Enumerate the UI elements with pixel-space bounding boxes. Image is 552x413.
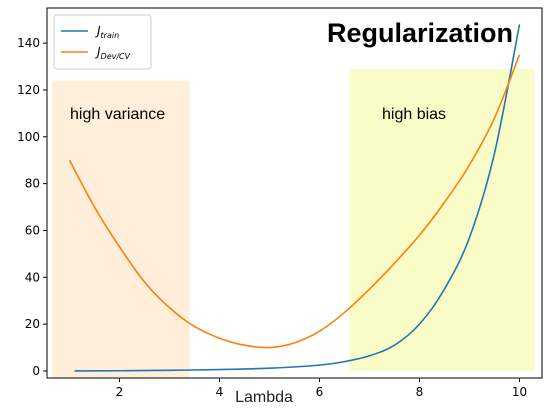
x-tick-label: 2	[116, 385, 124, 399]
x-tick-label: 10	[512, 385, 527, 399]
y-axis: 0 20 40 60 80 100 120 140	[17, 36, 47, 378]
series-line-train	[74, 24, 521, 372]
legend-box	[53, 14, 152, 70]
x-axis-label: Lambda	[235, 389, 293, 406]
x-tick-label: 6	[316, 385, 324, 399]
y-tick-label: 120	[17, 83, 40, 97]
region-label: high bias	[382, 106, 446, 123]
lines-layer	[68, 24, 521, 372]
y-tick-label: 60	[25, 223, 40, 237]
y-tick-label: 0	[32, 364, 40, 378]
y-tick-label: 80	[25, 177, 40, 191]
y-tick-label: 40	[25, 270, 40, 284]
y-tick-label: 20	[25, 317, 40, 331]
chart-title: Regularization	[327, 18, 513, 48]
region-high-bias	[349, 68, 535, 371]
x-tick-label: 8	[416, 385, 424, 399]
x-tick-label: 4	[216, 385, 224, 399]
plot-frame	[46, 7, 543, 379]
series-line-dev-cv	[68, 54, 521, 349]
x-axis: 2 4 6 8 10	[116, 378, 527, 399]
y-tick-label: 140	[17, 36, 40, 50]
region-high-variance	[52, 80, 190, 378]
y-tick-label: 100	[17, 130, 40, 144]
region-label: high variance	[70, 106, 165, 123]
regions-layer: high variance high bias	[52, 68, 535, 378]
